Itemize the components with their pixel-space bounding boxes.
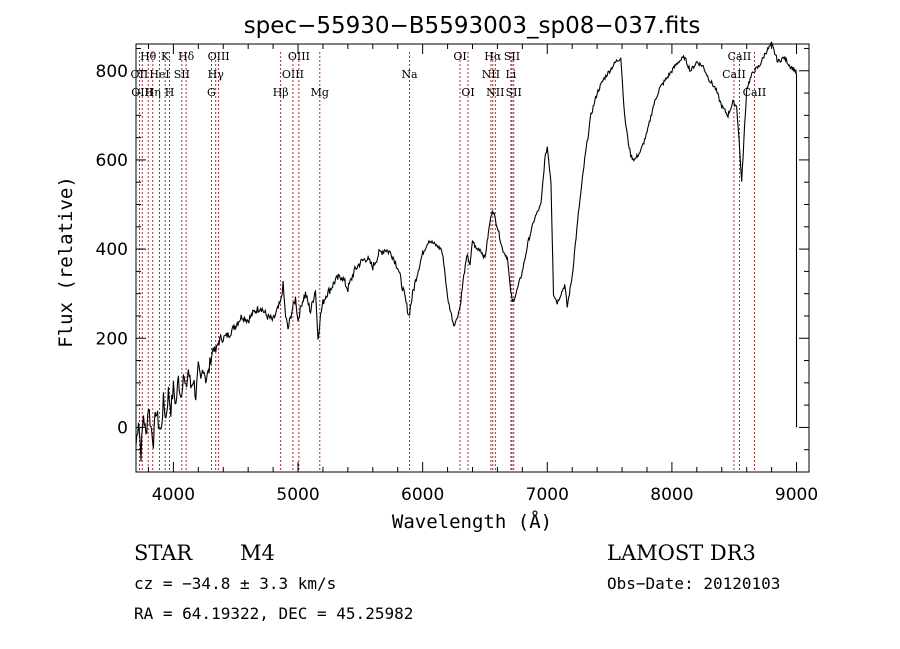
spectral-line-label: OIII <box>288 50 310 63</box>
spectral-line-label: OIII <box>208 50 230 63</box>
obs-date: Obs−Date: 20120103 <box>607 574 780 593</box>
spectrum-line <box>135 41 798 462</box>
spectral-line-label: Hη <box>145 86 161 99</box>
chart-title: spec−55930−B5593003_sp08−037.fits <box>244 13 701 39</box>
survey-name: LAMOST DR3 <box>607 541 756 565</box>
x-tick-label: 9000 <box>775 485 818 505</box>
spectral-line-label: Hθ <box>140 50 157 63</box>
subclass: M4 <box>240 541 275 565</box>
spectral-line-label: NII <box>486 86 504 99</box>
spectral-line-label: CaII <box>743 86 767 99</box>
spectral-line-label: G <box>207 86 216 99</box>
spectral-line-label: NII <box>482 68 500 81</box>
spectral-line-label: SII <box>504 50 520 63</box>
y-tick-labels: 0 200 400 600 800 <box>96 62 128 439</box>
object-type: STAR <box>134 541 193 565</box>
x-tick-label: 8000 <box>650 485 693 505</box>
spectral-line-label: CaII <box>722 68 746 81</box>
spectral-line-label: OIII <box>282 68 304 81</box>
y-tick-label: 0 <box>117 418 128 438</box>
ra-dec: RA = 64.19322, DEC = 45.25982 <box>134 604 413 623</box>
x-axis-label: Wavelength (Å) <box>392 510 552 533</box>
spectral-line-label: CaII <box>728 50 752 63</box>
spectral-line-label: K <box>161 50 170 63</box>
spectral-line-label: Na <box>401 68 418 81</box>
axis-ticks <box>136 44 809 473</box>
x-tick-label: 6000 <box>401 485 444 505</box>
y-axis-label: Flux (relative) <box>55 176 77 348</box>
spectral-line-label: OI <box>453 50 466 63</box>
cz-value: cz = −34.8 ± 3.3 km/s <box>134 574 336 593</box>
spectral-line-label: Hγ <box>208 68 225 81</box>
spectral-line-labels: HθOIIOIIIHηHeIKHSIIHδGHγOIIIHβOIIIOIIIMg… <box>131 50 767 99</box>
spectral-line-label: Hβ <box>273 86 289 99</box>
x-tick-labels: 4000 5000 6000 7000 8000 9000 <box>152 485 818 505</box>
spectral-line-label: HeI <box>149 68 169 81</box>
spectral-line-label: Mg <box>311 86 329 99</box>
y-tick-label: 800 <box>96 62 128 82</box>
spectral-lines <box>138 52 755 472</box>
spectral-line-label: OIII <box>131 86 153 99</box>
spectral-line-label: Hδ <box>178 50 195 63</box>
x-tick-label: 5000 <box>276 485 319 505</box>
y-tick-label: 600 <box>96 151 128 171</box>
spectral-line-label: H <box>165 86 175 99</box>
spectral-line-label: OI <box>461 86 474 99</box>
spectral-line-label: SII <box>174 68 190 81</box>
spectral-line-label: SII <box>506 86 522 99</box>
spectral-line-label: Li <box>505 68 516 81</box>
y-tick-label: 200 <box>96 329 128 349</box>
spectral-line-label: Hα <box>484 50 502 63</box>
spectral-line-label: OII <box>131 68 149 81</box>
y-tick-label: 400 <box>96 240 128 260</box>
x-tick-label: 4000 <box>152 485 195 505</box>
x-tick-label: 7000 <box>526 485 569 505</box>
